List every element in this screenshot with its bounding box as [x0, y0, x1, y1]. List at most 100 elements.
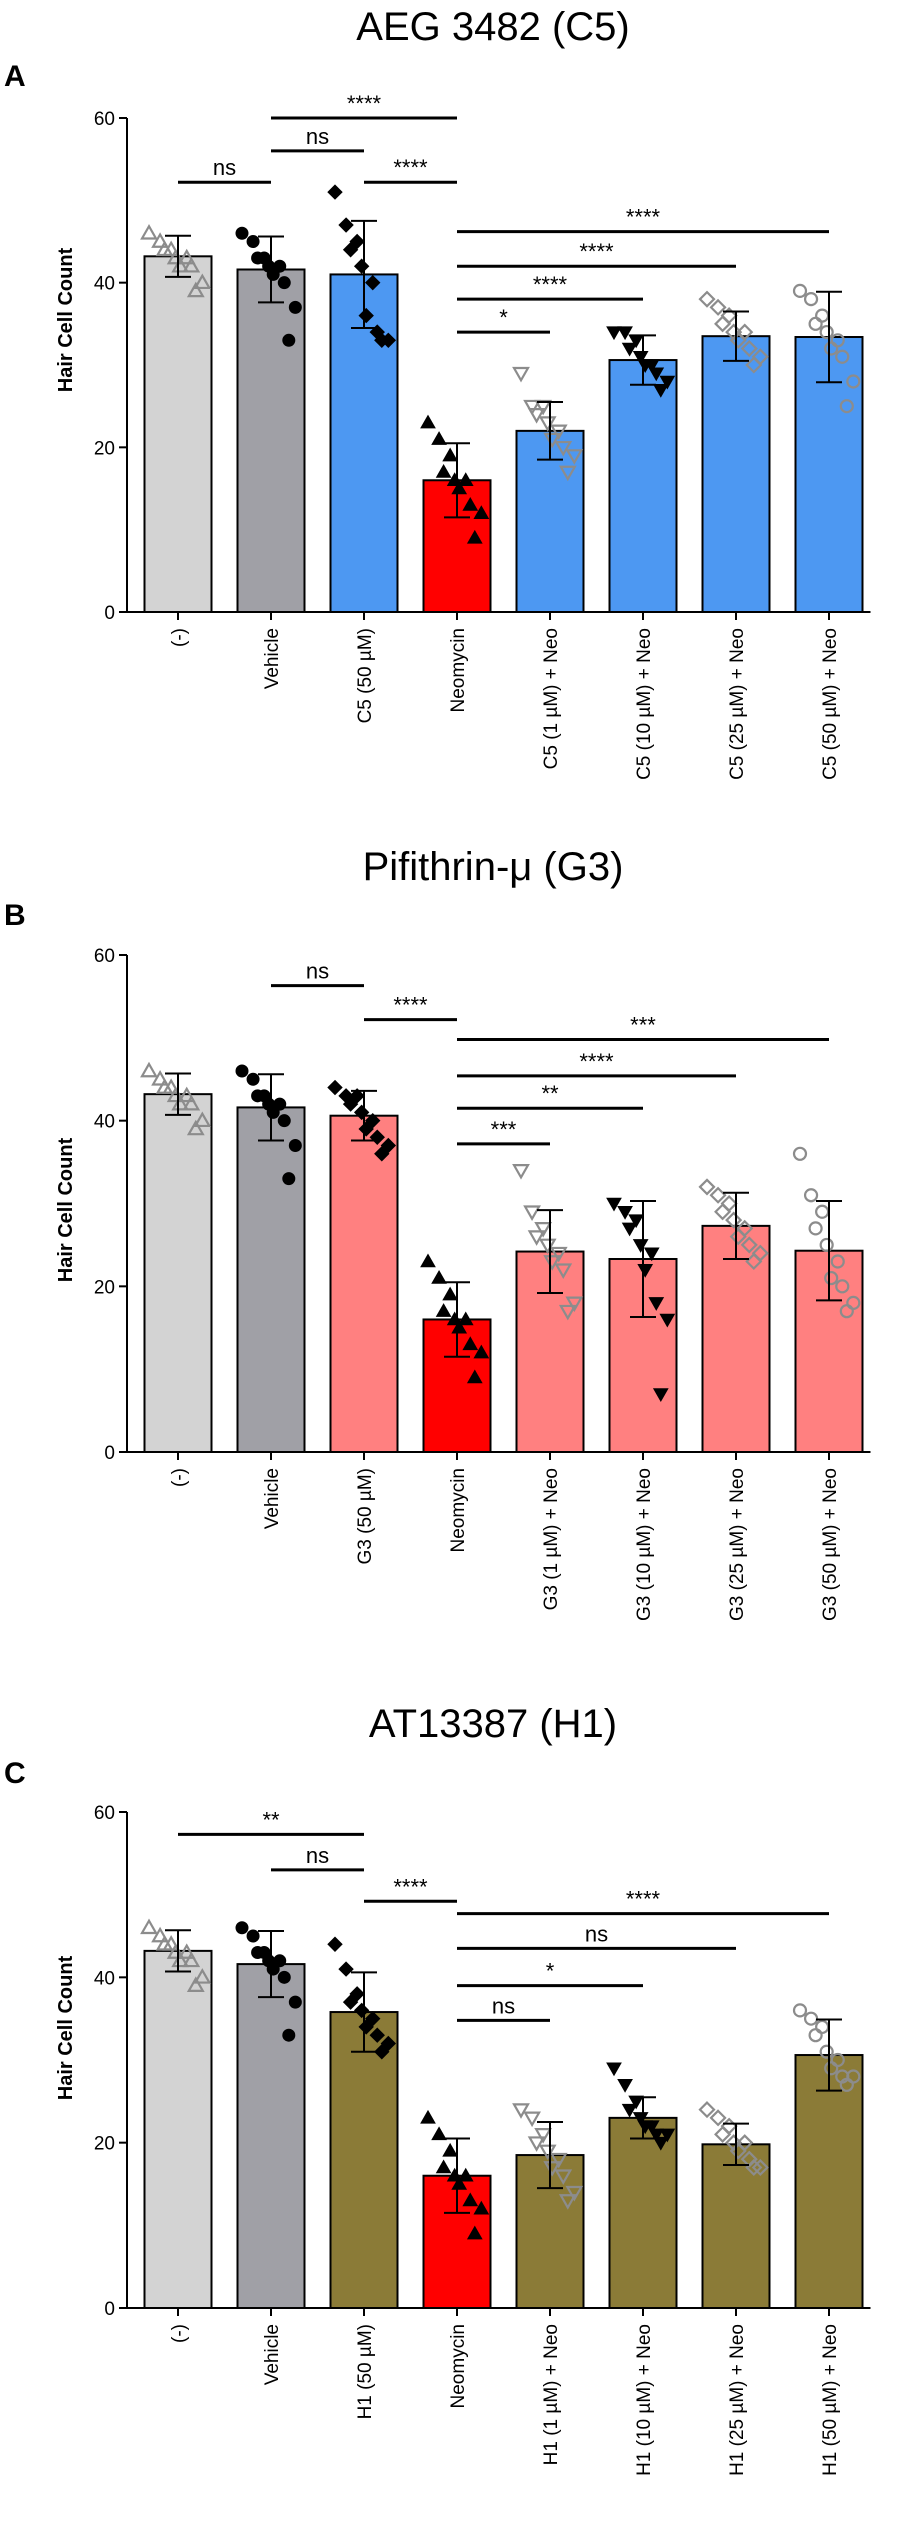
- data-point: [830, 1254, 845, 1269]
- data-point: [538, 1238, 557, 1255]
- significance-label: ***: [491, 1117, 517, 1142]
- y-tick-label: 20: [94, 2134, 115, 2155]
- bar: [329, 1114, 399, 1453]
- panel-a-letter: A: [4, 60, 26, 93]
- bar: [608, 2116, 678, 2310]
- panel-b-letter: B: [4, 899, 26, 932]
- x-tick-label: H1 (10 µM) + Neo: [634, 2324, 655, 2476]
- data-point: [342, 242, 359, 258]
- x-tick-label: C5 (1 µM) + Neo: [541, 628, 562, 769]
- panel-b-plot: 0 20 40 60 (-) Vehicle G3 (50 µM) Neomycin G3 (1…: [94, 946, 871, 1621]
- data-point: [288, 300, 302, 314]
- data-point: [632, 1239, 649, 1253]
- significance-label: **: [541, 1081, 559, 1106]
- y-tick-label: 0: [104, 2299, 115, 2320]
- x-tick-label: H1 (50 µM): [355, 2324, 376, 2419]
- data-point: [606, 1197, 622, 1212]
- data-point: [617, 1206, 633, 1220]
- data-point: [365, 1112, 381, 1129]
- data-point: [637, 1264, 654, 1278]
- data-point: [565, 449, 584, 465]
- data-point: [342, 1994, 359, 2010]
- data-point: [803, 2011, 819, 2026]
- x-tick-label: Neomycin: [448, 1468, 469, 1552]
- x-tick-label: G3 (1 µM) + Neo: [541, 1468, 562, 1610]
- significance-label: ****: [393, 155, 428, 180]
- data-point: [714, 2125, 732, 2143]
- data-point: [543, 2161, 562, 2177]
- data-point: [282, 1172, 296, 1186]
- data-point: [815, 1204, 830, 1219]
- data-point: [565, 2185, 584, 2202]
- data-point: [819, 1237, 834, 1253]
- data-point: [171, 256, 190, 273]
- data-point: [720, 2117, 738, 2135]
- data-point: [193, 273, 212, 290]
- data-point: [729, 1228, 747, 1246]
- data-point: [698, 290, 716, 308]
- data-point: [617, 2079, 633, 2093]
- data-point: [527, 408, 546, 424]
- data-point: [512, 1164, 530, 1180]
- x-tick-label: (-): [169, 1468, 190, 1487]
- data-point: [151, 232, 169, 248]
- x-tick-label: H1 (1 µM) + Neo: [541, 2324, 562, 2465]
- data-point: [251, 1089, 265, 1103]
- x-tick-label: G3 (50 µM) + Neo: [820, 1468, 841, 1621]
- data-point: [374, 1146, 390, 1162]
- data-point: [659, 375, 676, 390]
- x-tick-label: H1 (50 µM) + Neo: [820, 2324, 841, 2476]
- data-point: [632, 351, 649, 365]
- data-point: [457, 1311, 474, 1326]
- data-point: [648, 1297, 665, 1311]
- data-point: [792, 2003, 808, 2018]
- data-point: [803, 292, 819, 307]
- data-point: [839, 1304, 854, 1319]
- data-point: [632, 2112, 649, 2126]
- bar: [143, 1093, 213, 1454]
- data-point: [288, 1139, 302, 1153]
- data-point: [824, 2061, 839, 2076]
- x-tick-label: C5 (50 µM): [355, 628, 376, 723]
- data-point: [729, 2142, 747, 2160]
- data-point: [725, 1211, 743, 1229]
- data-point: [558, 465, 577, 482]
- panel-a-plot: 0 20 40 60 (-) Vehicle C5 (50 µM) Neomycin C5 (1…: [94, 91, 871, 780]
- data-point: [714, 315, 732, 333]
- data-point: [166, 248, 185, 265]
- data-point: [534, 1221, 553, 1238]
- data-point: [251, 251, 265, 265]
- data-point: [543, 432, 562, 449]
- panel-c-title: AT13387 (H1): [369, 1702, 617, 1746]
- data-point: [171, 1094, 190, 1111]
- data-point: [374, 332, 390, 349]
- significance-label: ns: [492, 1993, 515, 2018]
- data-point: [819, 2044, 834, 2059]
- data-point: [549, 2152, 568, 2169]
- data-point: [442, 1286, 458, 1301]
- data-point: [745, 2158, 763, 2177]
- data-point: [554, 2169, 573, 2185]
- y-tick-label: 0: [104, 1443, 115, 1464]
- data-point: [745, 1252, 763, 1271]
- bar: [143, 1949, 213, 2309]
- data-point: [435, 464, 452, 478]
- data-point: [606, 2062, 622, 2077]
- data-point: [740, 1236, 758, 1254]
- data-point: [282, 333, 296, 347]
- data-point: [628, 1214, 644, 1229]
- data-point: [235, 1064, 249, 1078]
- bar: [329, 273, 399, 613]
- significance-label: ****: [626, 1887, 661, 1912]
- data-point: [327, 1079, 343, 1096]
- data-point: [431, 1270, 447, 1284]
- data-point: [457, 2167, 474, 2182]
- data-point: [462, 1336, 479, 1351]
- data-point: [140, 1061, 158, 1078]
- data-point: [846, 374, 861, 389]
- data-point: [288, 1995, 302, 2009]
- data-point: [338, 217, 354, 233]
- significance-label: ****: [579, 1049, 614, 1074]
- panel-a-y-axis-label: Hair Cell Count: [55, 247, 77, 392]
- data-point: [420, 414, 436, 429]
